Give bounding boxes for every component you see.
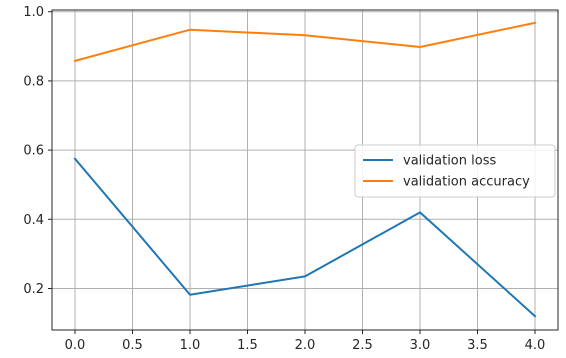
legend-label-validation-loss: validation loss: [403, 154, 496, 169]
x-tick-label: 1.5: [237, 338, 258, 353]
data-point-validation-loss: [189, 294, 191, 296]
x-axis-ticks: 0.0 0.5 1.0 1.5 2.0 2.5 3.0 3.5 4.0: [65, 330, 546, 353]
x-tick-label: 2.0: [295, 338, 316, 353]
series-lines: [73, 21, 537, 318]
data-point-validation-loss: [74, 158, 76, 160]
data-point-validation-accuracy: [419, 46, 421, 48]
y-tick-label: 0.4: [23, 213, 44, 228]
data-point-validation-loss: [304, 275, 306, 277]
x-tick-label: 0.0: [65, 338, 86, 353]
x-tick-label: 3.5: [467, 338, 488, 353]
data-point-validation-accuracy: [74, 60, 76, 62]
series-line-validation-accuracy: [73, 21, 537, 63]
data-point-validation-loss: [419, 211, 421, 213]
data-point-validation-accuracy: [189, 29, 191, 31]
x-tick-label: 4.0: [525, 338, 546, 353]
y-axis-ticks: 0.2 0.4 0.6 0.8 1.0: [23, 5, 52, 297]
data-point-validation-accuracy: [304, 34, 306, 36]
legend-box: [354, 144, 556, 198]
x-tick-label: 0.5: [122, 338, 143, 353]
data-point-validation-accuracy: [534, 22, 536, 24]
y-tick-label: 0.8: [23, 74, 44, 89]
y-tick-label: 0.6: [23, 144, 44, 159]
legend: validation loss validation accuracy: [354, 144, 556, 198]
y-tick-label: 1.0: [23, 5, 44, 20]
x-tick-label: 3.0: [410, 338, 431, 353]
data-point-validation-loss: [534, 315, 536, 317]
x-tick-label: 1.0: [180, 338, 201, 353]
y-tick-label: 0.2: [23, 282, 44, 297]
legend-label-validation-accuracy: validation accuracy: [403, 175, 530, 190]
series-line-validation-loss: [73, 157, 537, 318]
x-tick-label: 2.5: [352, 338, 373, 353]
